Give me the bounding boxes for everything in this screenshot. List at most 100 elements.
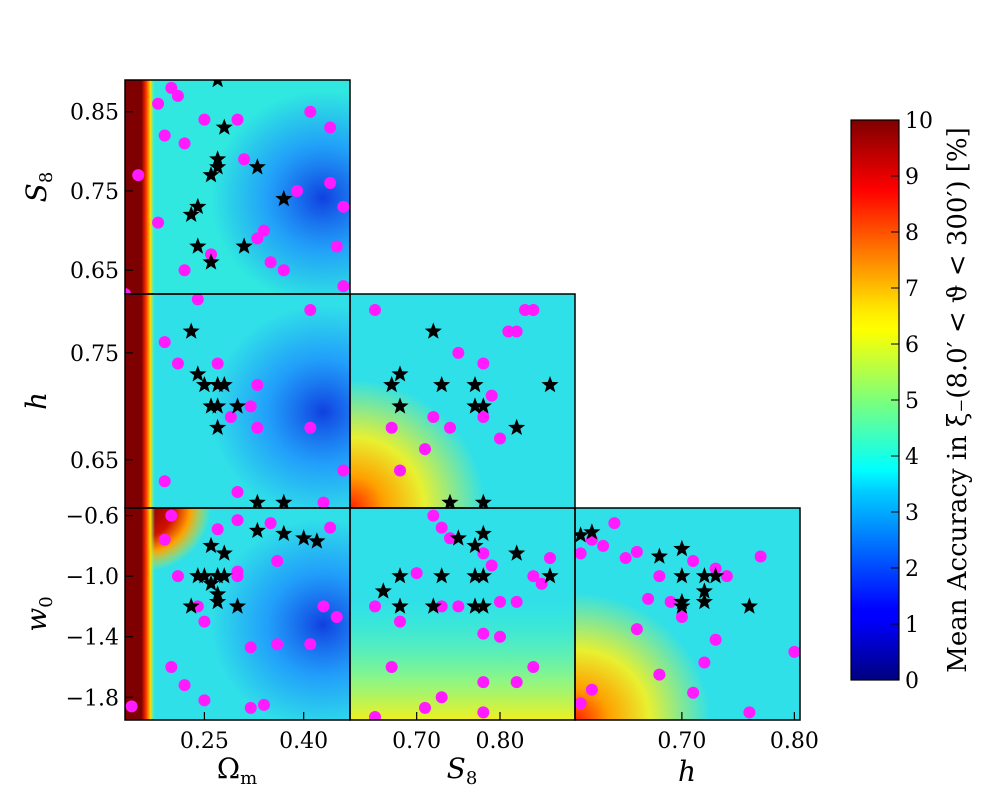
ylabel-w0: w0 — [20, 596, 57, 631]
training-star — [235, 237, 253, 254]
sample-dot — [165, 81, 178, 94]
sample-dot — [330, 240, 343, 253]
ytick-label: 0.75 — [70, 180, 119, 205]
colorbar-tick-label: 5 — [905, 389, 919, 414]
ytick-label: −1.0 — [66, 565, 119, 590]
sample-dot — [291, 184, 304, 197]
xlabel-Om: Ωm — [217, 752, 257, 789]
ytick-label: −1.4 — [66, 626, 119, 651]
sample-dot — [158, 336, 171, 349]
sample-dot — [720, 570, 733, 583]
sample-dot — [494, 630, 506, 643]
training-star — [474, 524, 492, 541]
training-star — [650, 547, 668, 564]
training-star — [195, 567, 213, 584]
xtick-label: 0.80 — [770, 729, 819, 754]
training-star — [209, 158, 227, 175]
training-star — [466, 397, 484, 414]
sample-dot — [244, 701, 257, 714]
colorbar-tick-label: 7 — [905, 277, 919, 302]
sample-dot — [369, 304, 381, 317]
sample-dot — [519, 304, 531, 317]
heatmap-w0-vs-h — [575, 508, 800, 720]
training-star — [202, 253, 220, 270]
training-star — [374, 582, 392, 599]
sample-dot — [369, 600, 381, 613]
training-star — [182, 322, 200, 339]
training-star — [466, 536, 484, 554]
training-star — [433, 376, 451, 393]
sample-dot — [231, 113, 244, 126]
training-star — [275, 493, 293, 508]
sample-dot — [369, 710, 381, 720]
training-star — [466, 567, 484, 584]
sample-dot — [271, 555, 284, 567]
sample-dot — [165, 509, 178, 522]
sample-dot — [394, 464, 406, 477]
training-star — [449, 529, 467, 546]
xlabel-S8: S8 — [447, 752, 478, 789]
training-star — [209, 397, 227, 414]
colorbar: 0 1 2 3 4 5 6 7 8 9 10 Mean Accuracy in ξ₋(8.0′ < … — [850, 109, 973, 694]
training-star — [209, 592, 227, 610]
training-star — [228, 397, 247, 414]
markers-w0-vs-Om — [125, 509, 343, 714]
training-star — [248, 158, 266, 175]
sample-dot — [158, 129, 171, 142]
training-star — [466, 597, 484, 614]
sample-dot — [452, 600, 465, 613]
sample-dot — [257, 224, 270, 237]
training-star — [474, 567, 492, 584]
sample-dot — [304, 105, 317, 118]
sample-dot — [419, 443, 431, 456]
axis-labels: S8 h w0 Ωm S8 h — [20, 172, 696, 789]
xtick-label: 0.80 — [476, 729, 525, 754]
sample-dot — [385, 661, 398, 673]
sample-dot — [427, 509, 440, 522]
ylabel-S8: S8 — [20, 172, 57, 203]
sample-dot — [324, 177, 337, 190]
sample-dot — [575, 697, 587, 710]
sample-dot — [544, 551, 556, 564]
xtick-label: 0.40 — [279, 729, 328, 754]
sample-dot — [317, 600, 330, 613]
colorbar-tick-label: 8 — [905, 221, 919, 246]
sample-dot — [264, 517, 277, 530]
sample-dot — [251, 232, 264, 245]
sample-dot — [238, 153, 251, 166]
sample-dot — [444, 421, 456, 434]
sample-dot — [477, 547, 490, 560]
sample-dot — [251, 378, 264, 391]
sample-dot — [277, 264, 290, 277]
sample-dot — [485, 389, 498, 402]
ytick-label: −1.8 — [66, 686, 119, 711]
sample-dot — [198, 694, 211, 707]
training-star — [424, 322, 442, 339]
sample-dot — [510, 595, 523, 608]
colorbar-tick-label: 9 — [905, 165, 919, 190]
sample-dot — [510, 325, 523, 338]
sample-dot — [477, 627, 490, 640]
sample-dot — [630, 545, 643, 558]
sample-dot — [385, 421, 398, 434]
sample-dot — [271, 638, 284, 651]
sample-dot — [477, 676, 490, 689]
training-star — [215, 376, 233, 393]
sample-dot — [687, 555, 700, 567]
sample-dot — [152, 216, 165, 229]
training-star — [202, 166, 220, 183]
sample-dot — [191, 294, 204, 306]
training-star — [383, 376, 401, 393]
sample-dot — [304, 638, 317, 651]
training-star — [391, 365, 409, 382]
sample-dot — [664, 595, 677, 608]
markers-S8-vs-Om — [125, 66, 350, 294]
sample-dot — [231, 514, 244, 527]
training-star — [275, 524, 293, 541]
sample-dot — [510, 676, 523, 689]
sample-dot — [271, 66, 283, 78]
sample-dot — [317, 496, 330, 508]
training-star — [508, 544, 526, 561]
training-star — [508, 418, 526, 435]
sample-dot — [675, 611, 688, 624]
